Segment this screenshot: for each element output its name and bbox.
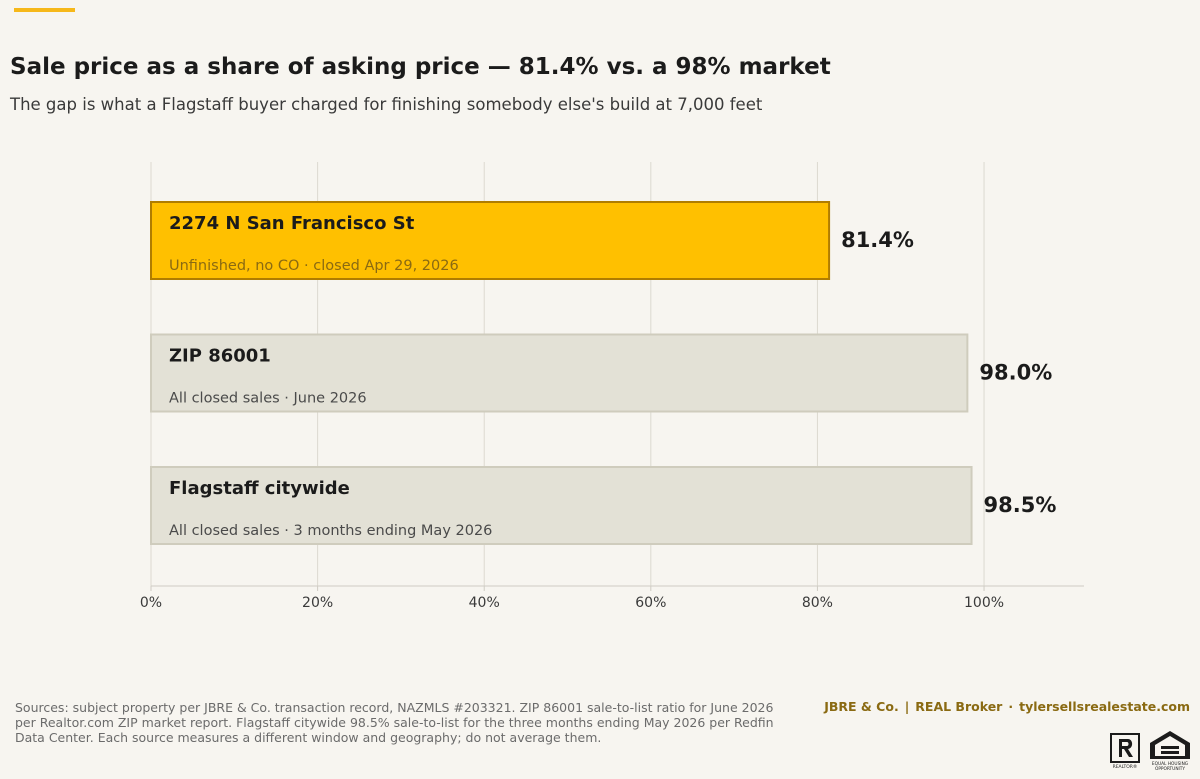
bar-2 xyxy=(150,333,969,413)
brand-name: JBRE & Co. xyxy=(824,699,899,714)
realtor-logo: REALTOR® xyxy=(1110,733,1140,770)
bar-sublabel: All closed sales · 3 months ending May 2… xyxy=(169,523,492,539)
bar-value-label: 98.5% xyxy=(984,493,1057,517)
x-tick-label: 20% xyxy=(302,595,333,611)
bar-value-label: 98.0% xyxy=(979,361,1052,385)
brand-dot-separator: · xyxy=(1008,699,1014,714)
x-tick-label: 0% xyxy=(140,595,162,611)
brand-site: tylersellsrealestate.com xyxy=(1019,699,1190,714)
bar-category-label: 2274 N San Francisco St xyxy=(169,213,415,234)
sources-note: Sources: subject property per JBRE & Co.… xyxy=(15,700,774,745)
bar-category-label: ZIP 86001 xyxy=(169,346,271,367)
bar-value-label: 81.4% xyxy=(841,228,914,252)
bar-3 xyxy=(150,466,973,545)
bar-sublabel: Unfinished, no CO · closed Apr 29, 2026 xyxy=(169,258,459,274)
bar-chart: 0% 20% 40% 60% 80% 100% 2274 N San Francisco S… xyxy=(140,162,1084,611)
brand-broker: REAL Broker xyxy=(915,699,1003,714)
bar-1 xyxy=(150,201,831,280)
brand-line: JBRE & Co. | REAL Broker · tylersellsrealest… xyxy=(824,699,1190,714)
bar-category-label: Flagstaff citywide xyxy=(169,478,350,499)
chart-title: Sale price as a share of asking price — … xyxy=(10,54,831,80)
chart-subtitle: The gap is what a Flagstaff buyer charge… xyxy=(10,95,763,114)
brand-separator: | xyxy=(904,699,910,714)
x-tick-label: 60% xyxy=(635,595,666,611)
logo-row: REALTOR® EQUAL HOUSING OPPORTUNITY xyxy=(1110,729,1192,771)
x-tick-label: 100% xyxy=(964,595,1004,611)
x-tick-label: 80% xyxy=(802,595,833,611)
bar-sublabel: All closed sales · June 2026 xyxy=(169,391,367,407)
x-tick-label: 40% xyxy=(469,595,500,611)
svg-text:EQUAL HOUSING: EQUAL HOUSING xyxy=(1152,761,1188,767)
svg-text:REALTOR®: REALTOR® xyxy=(1113,763,1138,770)
accent-bar xyxy=(14,8,75,12)
svg-text:OPPORTUNITY: OPPORTUNITY xyxy=(1155,766,1185,771)
equal-housing-opportunity-logo: EQUAL HOUSING OPPORTUNITY xyxy=(1150,731,1190,771)
